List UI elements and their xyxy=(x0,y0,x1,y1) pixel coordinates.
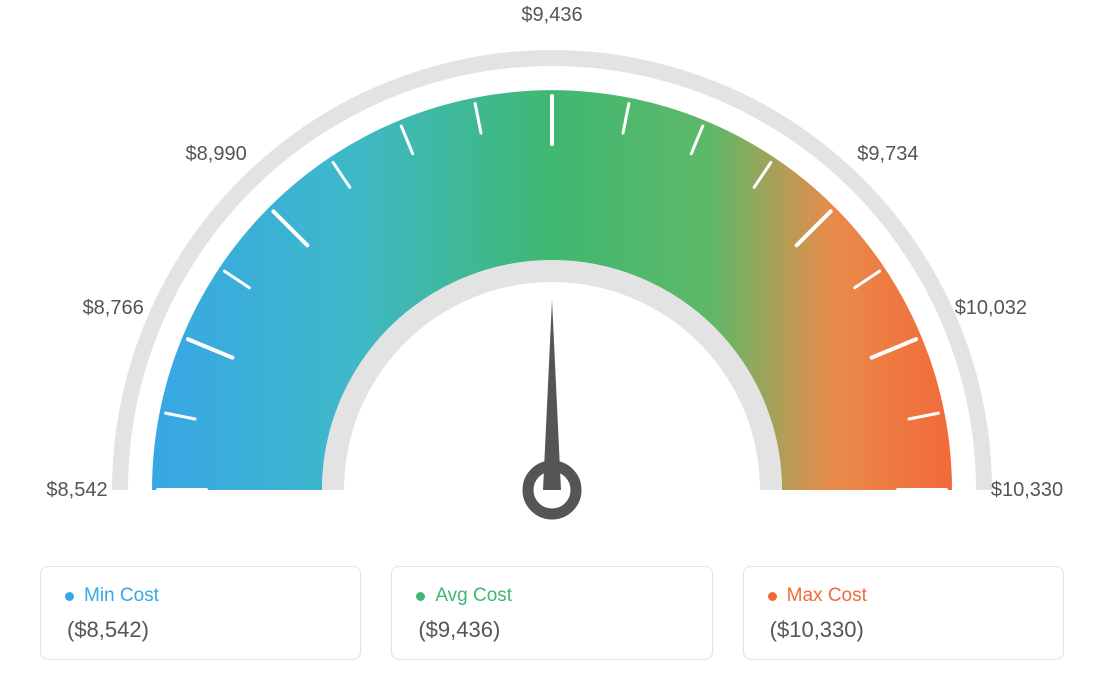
svg-text:$9,734: $9,734 xyxy=(857,143,918,165)
min-cost-card: Min Cost ($8,542) xyxy=(40,566,361,660)
max-cost-card: Max Cost ($10,330) xyxy=(743,566,1064,660)
max-cost-value: ($10,330) xyxy=(770,617,1039,643)
avg-dot-icon xyxy=(416,592,425,601)
min-card-head: Min Cost xyxy=(65,585,336,607)
svg-text:$10,032: $10,032 xyxy=(955,297,1027,319)
min-cost-label: Min Cost xyxy=(84,585,159,607)
avg-cost-value: ($9,436) xyxy=(418,617,687,643)
svg-text:$9,436: $9,436 xyxy=(521,4,582,26)
max-card-head: Max Cost xyxy=(768,585,1039,607)
min-cost-value: ($8,542) xyxy=(67,617,336,643)
gauge-chart: $8,542 $8,766 $8,990 $9,436 $9,734 $10,032 $10… xyxy=(0,0,1104,560)
svg-text:$10,330: $10,330 xyxy=(991,479,1063,501)
svg-text:$8,990: $8,990 xyxy=(186,143,247,165)
svg-text:$8,542: $8,542 xyxy=(46,479,107,501)
avg-card-head: Avg Cost xyxy=(416,585,687,607)
min-dot-icon xyxy=(65,592,74,601)
avg-cost-card: Avg Cost ($9,436) xyxy=(391,566,712,660)
max-cost-label: Max Cost xyxy=(787,585,867,607)
max-dot-icon xyxy=(768,592,777,601)
avg-cost-label: Avg Cost xyxy=(435,585,512,607)
gauge-svg: $8,542 $8,766 $8,990 $9,436 $9,734 $10,032 $10… xyxy=(0,0,1104,560)
svg-text:$8,766: $8,766 xyxy=(83,297,144,319)
cost-cards: Min Cost ($8,542) Avg Cost ($9,436) Max … xyxy=(40,566,1064,660)
